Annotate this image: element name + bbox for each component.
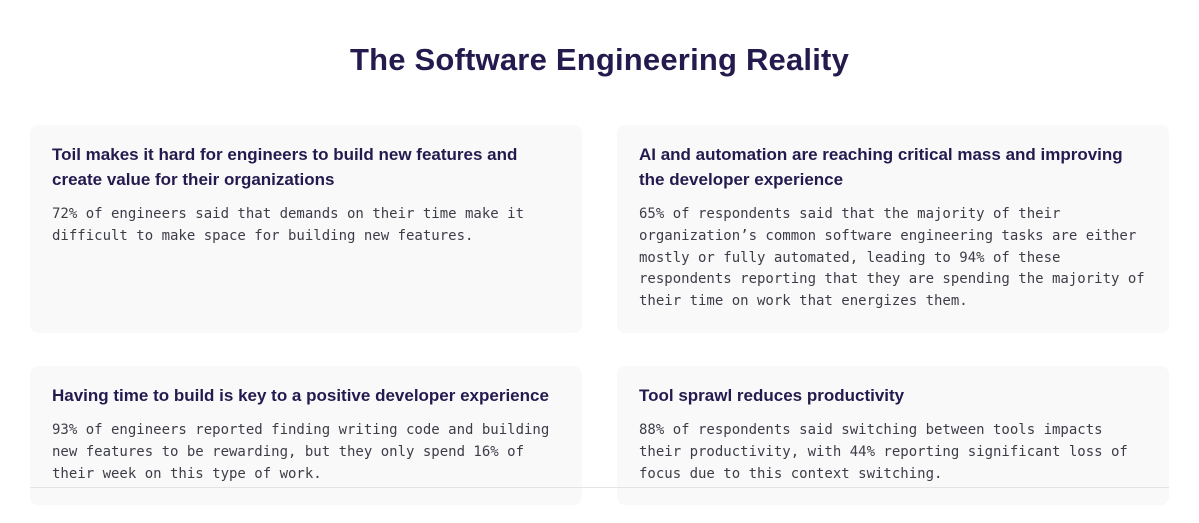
stat-cards-grid: Toil makes it hard for engineers to buil… <box>30 125 1169 506</box>
card-heading: AI and automation are reaching critical … <box>639 145 1123 189</box>
card-tool-sprawl: Tool sprawl reduces productivity 88% of … <box>617 365 1169 506</box>
card-toil: Toil makes it hard for engineers to buil… <box>30 125 582 333</box>
card-time-to-build: Having time to build is key to a positiv… <box>30 365 582 506</box>
card-body-text: 65% of respondents said that the majorit… <box>639 206 1145 310</box>
card-body-text: 93% of engineers reported finding writin… <box>52 422 550 482</box>
card-heading: Having time to build is key to a positiv… <box>52 385 549 405</box>
card-ai-automation: AI and automation are reaching critical … <box>617 125 1169 333</box>
card-heading: Toil makes it hard for engineers to buil… <box>52 145 518 189</box>
card-body-text: 88% of respondents said switching betwee… <box>639 422 1128 482</box>
page-title: The Software Engineering Reality <box>349 42 850 77</box>
card-heading: Tool sprawl reduces productivity <box>639 385 905 405</box>
card-body-text: 72% of engineers said that demands on th… <box>52 206 525 244</box>
bottom-divider <box>30 487 1169 488</box>
